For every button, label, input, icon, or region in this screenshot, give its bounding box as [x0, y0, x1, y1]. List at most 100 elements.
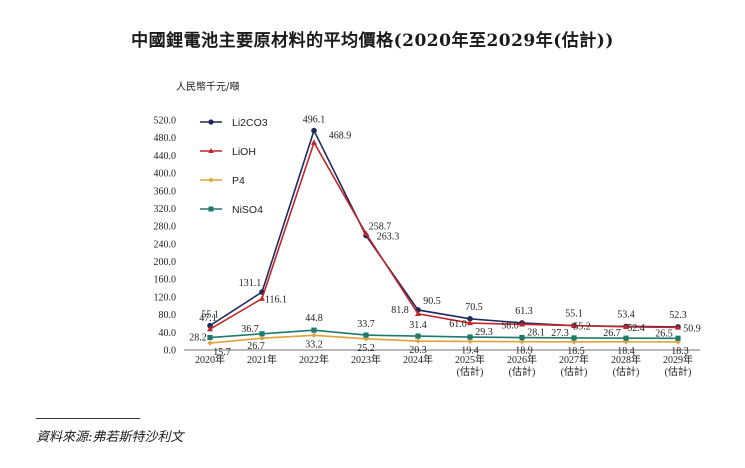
data-point	[415, 338, 421, 344]
data-point	[623, 339, 629, 345]
data-label: 26.7	[247, 341, 265, 352]
data-point	[311, 139, 317, 145]
y-tick-label: 200.0	[154, 257, 177, 268]
data-point	[363, 332, 369, 338]
y-tick-label: 40.0	[159, 328, 177, 339]
data-point	[467, 319, 473, 326]
y-tick-label: 240.0	[154, 239, 177, 250]
x-tick-label: 2027年	[559, 353, 589, 366]
source-note: 資料來源:弗若斯特沙利文	[36, 430, 184, 445]
data-label: 15.7	[213, 347, 231, 358]
data-point	[675, 324, 681, 330]
data-point	[519, 334, 525, 341]
data-point	[571, 339, 577, 345]
legend-marker	[208, 177, 214, 183]
series-line-niso4	[209, 329, 679, 340]
data-point	[363, 230, 369, 236]
data-point	[623, 323, 629, 330]
data-point	[207, 334, 213, 341]
x-tick-label: 2028年	[611, 353, 641, 366]
x-tick-label: 2025年	[455, 353, 485, 366]
data-label: 27.3	[551, 328, 569, 339]
data-point	[623, 335, 629, 341]
data-label: 26.5	[655, 328, 673, 339]
data-label: 55.1	[201, 310, 219, 321]
data-label: 116.1	[265, 295, 287, 306]
y-tick-label: 480.0	[154, 133, 177, 144]
x-tick-label: (估計)	[561, 365, 588, 378]
x-tick-label: (估計)	[509, 365, 536, 378]
x-tick-label: 2024年	[403, 353, 433, 366]
y-tick-label: 320.0	[154, 204, 177, 215]
data-label: 263.3	[377, 232, 400, 243]
data-label: 18.3	[671, 346, 689, 357]
data-point	[207, 322, 213, 329]
data-point	[571, 322, 577, 328]
data-label: 70.5	[465, 302, 483, 313]
data-label: 61.3	[515, 306, 533, 317]
data-label: 61.0	[449, 319, 467, 330]
y-tick-label: 80.0	[159, 310, 177, 321]
data-label: 468.9	[329, 131, 352, 142]
data-label: 18.4	[617, 346, 635, 357]
data-point	[467, 316, 473, 322]
data-label: 44.8	[305, 313, 323, 324]
y-tick-label: 400.0	[154, 169, 177, 180]
data-label: 18.5	[567, 346, 585, 357]
data-label: 52.3	[669, 310, 687, 321]
data-point	[259, 335, 265, 341]
data-label: 20.3	[409, 345, 427, 356]
y-tick-label: 520.0	[154, 116, 177, 127]
data-point	[467, 338, 473, 345]
data-label: 55.1	[565, 309, 583, 320]
data-label: 33.7	[357, 319, 375, 330]
x-tick-label: 2021年	[247, 353, 277, 366]
legend-label-p4: P4	[232, 175, 245, 187]
data-label: 18.9	[515, 346, 533, 357]
source-divider	[36, 418, 140, 419]
data-label: 58.0	[501, 320, 519, 331]
data-label: 33.2	[305, 339, 323, 350]
legend-marker	[208, 119, 214, 125]
data-label: 53.4	[617, 309, 635, 320]
data-label: 19.4	[461, 345, 479, 356]
x-tick-label: (估計)	[613, 365, 640, 378]
legend-label-li2co3: Li2CO3	[232, 117, 268, 129]
data-label: 131.1	[239, 278, 262, 289]
data-point	[207, 340, 213, 346]
legend-label-niso4: NiSO4	[232, 204, 263, 216]
data-point	[259, 295, 265, 301]
y-axis-unit-label: 人民幣千元/噸	[176, 82, 240, 93]
data-point	[259, 331, 265, 337]
x-tick-label: 2022年	[299, 353, 329, 366]
data-label: 29.3	[475, 327, 493, 338]
data-label: 496.1	[303, 115, 326, 126]
data-label: 28.1	[527, 328, 545, 339]
series-line-lioh	[209, 140, 679, 330]
data-point	[415, 333, 421, 339]
y-tick-label: 280.0	[154, 222, 177, 233]
data-label: 81.8	[391, 305, 409, 316]
y-tick-label: 120.0	[154, 292, 177, 303]
data-point	[207, 325, 213, 332]
data-point	[519, 339, 525, 345]
data-point	[467, 334, 473, 340]
y-tick-label: 440.0	[154, 151, 177, 162]
x-tick-label: (估計)	[665, 365, 692, 378]
legend-marker	[208, 206, 214, 212]
data-label: 31.4	[409, 320, 427, 331]
x-tick-label: (估計)	[457, 365, 484, 378]
data-label: 258.7	[369, 222, 392, 233]
x-tick-label: 2020年	[195, 353, 225, 366]
data-point	[415, 310, 421, 317]
data-label: 90.5	[423, 296, 441, 307]
data-label: 36.7	[241, 324, 259, 335]
data-point	[675, 335, 681, 341]
y-tick-label: 360.0	[154, 186, 177, 197]
data-point	[311, 127, 317, 134]
data-label: 47.1	[199, 313, 217, 324]
data-label: 28.2	[189, 333, 207, 344]
data-point	[311, 327, 317, 333]
data-label: 52.4	[627, 323, 645, 334]
